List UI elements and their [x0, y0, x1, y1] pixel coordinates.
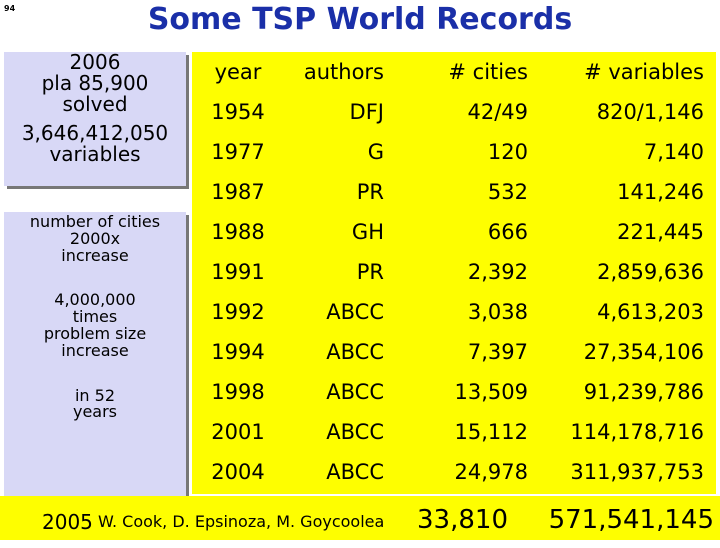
footer-authors: W. Cook, D. Epsinoza, M. Goycoolea [98, 512, 385, 531]
cell-variables: 27,354,106 [583, 340, 704, 364]
header-variables: # variables [584, 60, 704, 84]
cell-variables: 7,140 [643, 140, 704, 164]
cell-year: 1987 [211, 180, 265, 204]
note-variables-label: variables [49, 142, 141, 166]
cell-authors: ABCC [326, 380, 384, 404]
cell-cities: 120 [487, 140, 528, 164]
cell-variables: 221,445 [617, 220, 704, 244]
growth-size-increase: increase [61, 340, 129, 360]
cell-cities: 42/49 [467, 100, 528, 124]
note-variables-count: 3,646,412,050 [21, 121, 169, 145]
header-year: year [214, 60, 262, 84]
cell-variables: 141,246 [617, 180, 704, 204]
cell-cities: 2,392 [467, 260, 528, 284]
cell-year: 1992 [211, 300, 265, 324]
cell-variables: 91,239,786 [583, 380, 704, 404]
cell-authors: PR [356, 260, 384, 284]
cell-year: 2004 [211, 460, 265, 484]
growth-cities-increase: increase [61, 245, 129, 265]
cell-variables: 114,178,716 [570, 420, 704, 444]
cell-authors: ABCC [326, 460, 384, 484]
cell-year: 1991 [211, 260, 265, 284]
table-row: 1991 PR 2,392 2,859,636 [192, 252, 716, 292]
growth-span: in 52 [74, 385, 116, 405]
footer-year: 2005 [42, 510, 93, 534]
growth-size-label: problem size [43, 323, 147, 343]
cell-authors: ABCC [326, 340, 384, 364]
table-row: 2004 ABCC 24,978 311,937,753 [192, 452, 716, 492]
cell-authors: G [367, 140, 384, 164]
cell-authors: DFJ [349, 100, 384, 124]
table-row: 1988 GH 666 221,445 [192, 212, 716, 252]
note-instance: pla 85,900 [41, 71, 149, 95]
header-authors: authors [303, 60, 384, 84]
record-2006-note: 2006 pla 85,900 solved 3,646,412,050 var… [4, 52, 186, 186]
cell-cities: 13,509 [454, 380, 528, 404]
cell-cities: 24,978 [454, 460, 528, 484]
note-status: solved [62, 92, 128, 116]
table-row: 1992 ABCC 3,038 4,613,203 [192, 292, 716, 332]
growth-span-unit: years [72, 402, 118, 422]
cell-year: 2001 [211, 420, 265, 444]
table-row: 1994 ABCC 7,397 27,354,106 [192, 332, 716, 372]
cell-cities: 3,038 [467, 300, 528, 324]
footer-cities: 33,810 [417, 505, 508, 535]
note-year: 2006 [69, 50, 121, 74]
cell-variables: 820/1,146 [596, 100, 704, 124]
header-cities: # cities [448, 60, 528, 84]
slide-number: 94 [4, 4, 16, 13]
table-row: 1987 PR 532 141,246 [192, 172, 716, 212]
cell-year: 1977 [211, 140, 265, 164]
table-row: 1998 ABCC 13,509 91,239,786 [192, 372, 716, 412]
table-header-row: year authors # cities # variables [192, 52, 716, 92]
cell-cities: 7,397 [467, 340, 528, 364]
cell-cities: 532 [487, 180, 528, 204]
footer-variables: 571,541,145 [548, 505, 714, 535]
cell-cities: 15,112 [454, 420, 528, 444]
cell-year: 1994 [211, 340, 265, 364]
cell-authors: GH [351, 220, 384, 244]
records-table: year authors # cities # variables 1954 D… [192, 52, 716, 494]
table-row: 1977 G 120 7,140 [192, 132, 716, 172]
record-2005-footer: 2005 W. Cook, D. Epsinoza, M. Goycoolea … [0, 496, 720, 540]
slide-title: Some TSP World Records [147, 2, 573, 37]
cell-authors: ABCC [326, 420, 384, 444]
growth-cities-label: number of cities [29, 212, 161, 231]
growth-size-times: times [72, 307, 118, 327]
table-row: 1954 DFJ 42/49 820/1,146 [192, 92, 716, 132]
growth-note: number of cities 2000x increase 4,000,00… [4, 212, 186, 496]
cell-cities: 666 [487, 220, 528, 244]
cell-year: 1988 [211, 220, 265, 244]
growth-cities-factor: 2000x [69, 228, 121, 248]
cell-authors: ABCC [326, 300, 384, 324]
cell-year: 1954 [211, 100, 265, 124]
growth-size-factor: 4,000,000 [54, 290, 136, 310]
cell-variables: 4,613,203 [597, 300, 704, 324]
cell-authors: PR [356, 180, 384, 204]
cell-variables: 311,937,753 [570, 460, 704, 484]
cell-variables: 2,859,636 [597, 260, 704, 284]
table-row: 2001 ABCC 15,112 114,178,716 [192, 412, 716, 452]
cell-year: 1998 [211, 380, 265, 404]
